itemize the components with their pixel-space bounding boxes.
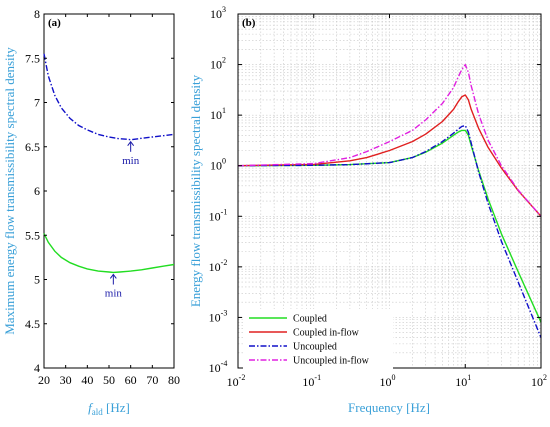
panel-b-xtick-base: 10 <box>302 375 314 389</box>
legend-background <box>243 309 393 369</box>
panel-b-ytick-base: 10 <box>210 159 222 173</box>
panel-b: 10-2 10-1 100 101 10210-410-310-210-11001011… <box>188 5 547 415</box>
panel-b-ytick-base: 10 <box>210 7 222 21</box>
panel-a-ytick-label: 4 <box>34 361 40 375</box>
panel-a-ytick-label: 4.5 <box>25 317 40 331</box>
panel-a-ytick-label: 5.5 <box>25 228 40 242</box>
legend-entry-coupled: Coupled <box>293 314 327 325</box>
panel-b-ticks: 10-2 10-1 100 101 10210-410-310-210-11001011… <box>209 5 547 389</box>
panel-b-xtick-exp: 1 <box>467 373 471 382</box>
panel-a-ticks: 20 30 40 50 60 70 80 4 4.5 5 5.5 6 6.5 7 7.5 8 <box>25 7 180 387</box>
panel-b-ytick-exp: 3 <box>222 5 226 14</box>
panel-b-xtick-exp: 0 <box>392 373 396 382</box>
panel-b-ytick-label: 100 <box>210 157 226 173</box>
panel-a-series-coupled <box>43 233 175 274</box>
panel-b-xtick-exp: -1 <box>314 373 321 382</box>
panel-b-ytick-label: 10-4 <box>209 359 228 375</box>
panel-a-xtick-label: 50 <box>103 373 115 387</box>
panel-b-xtick-label: 100 <box>380 373 396 389</box>
panel-b-xtick-exp: 2 <box>543 373 547 382</box>
panel-b-ytick-base: 10 <box>209 209 221 223</box>
panel-b-ytick-base: 10 <box>209 361 221 375</box>
panel-a: min min 20 30 40 50 60 70 80 4 4.5 5 5.5 6 6.5 7 7.5 8 (… <box>2 7 180 417</box>
panel-a-ytick-label: 6.5 <box>25 140 40 154</box>
panel-b-xtick-base: 10 <box>380 375 392 389</box>
panel-a-ytick-label: 5 <box>34 273 40 287</box>
panel-b-ytick-label: 102 <box>210 56 226 72</box>
panel-a-ytick-label: 6 <box>34 184 40 198</box>
panel-b-ylabel: Energy flow transmissibility spectral de… <box>188 74 203 307</box>
panel-a-xtick-label: 20 <box>38 373 50 387</box>
panel-b-xtick-base: 10 <box>531 375 543 389</box>
panel-a-xtick-label: 60 <box>125 373 137 387</box>
panel-b-xtick-base: 10 <box>227 375 239 389</box>
panel-a-xlabel-unit: [Hz] <box>103 400 130 415</box>
panel-a-xtick-label: 80 <box>168 373 180 387</box>
panel-a-annotations: min min <box>105 140 140 300</box>
panel-b-tag: (b) <box>242 17 256 29</box>
panel-b-xtick-base: 10 <box>455 375 467 389</box>
panel-a-ylabel: Maximum energy flow transmissibility spe… <box>2 47 17 335</box>
panel-a-xlabel: fald [Hz] <box>88 400 130 417</box>
panel-b-ytick-base: 10 <box>209 260 221 274</box>
panel-b-series-uncoupled <box>237 124 542 338</box>
panel-b-ytick-label: 10-2 <box>209 258 228 274</box>
panel-a-tag: (a) <box>48 17 61 29</box>
panel-a-xtick-label: 70 <box>146 373 158 387</box>
panel-b-ytick-base: 10 <box>210 108 222 122</box>
panel-b-ytick-exp: 0 <box>222 157 226 166</box>
min-arrow-head <box>109 273 117 279</box>
panel-b-ytick-base: 10 <box>210 58 222 72</box>
legend-entry-uncoupled: Uncoupled <box>293 342 337 353</box>
panel-a-ytick-label: 7.5 <box>25 51 40 65</box>
min-arrow-head <box>127 140 135 146</box>
panel-b-curves <box>237 63 542 338</box>
panel-a-ytick-label: 7 <box>34 96 40 110</box>
panel-b-xtick-label: 102 <box>531 373 547 389</box>
panel-b-ytick-label: 10-3 <box>209 308 228 324</box>
panel-a-xtick-label: 40 <box>81 373 93 387</box>
panel-b-ytick-exp: -4 <box>221 359 228 368</box>
panel-b-ytick-exp: 2 <box>222 56 226 65</box>
panel-b-xtick-exp: -2 <box>239 373 246 382</box>
panel-b-xtick-label: 10-2 <box>227 373 246 389</box>
panel-a-xtick-label: 30 <box>60 373 72 387</box>
min-annotation-label: min <box>105 288 123 300</box>
panel-b-legend: Coupled Coupled in-flow Uncoupled Uncoupled… <box>243 309 393 369</box>
panel-a-xlabel-sub: ald <box>92 407 103 417</box>
panel-b-ytick-label: 10-1 <box>209 207 228 223</box>
panel-b-xlabel: Frequency [Hz] <box>348 400 430 415</box>
panel-a-curves <box>43 53 175 274</box>
panel-b-ytick-exp: 1 <box>222 106 226 115</box>
panel-b-xtick-label: 10-1 <box>302 373 321 389</box>
panel-b-ytick-exp: -3 <box>221 308 228 317</box>
min-annotation-label: min <box>122 155 140 167</box>
panel-b-series-coupled <box>237 129 542 323</box>
panel-a-xlabel-var: f <box>88 400 94 415</box>
legend-entry-coupled_inflow: Coupled in-flow <box>293 328 360 339</box>
panel-a-frame <box>43 13 175 369</box>
panel-a-series-uncoupled <box>43 53 175 141</box>
panel-b-series-uncoupled_inflow <box>237 63 542 217</box>
panel-a-ytick-label: 8 <box>34 7 40 21</box>
panel-b-ytick-base: 10 <box>209 310 221 324</box>
panel-b-ytick-label: 101 <box>210 106 226 122</box>
panel-b-ytick-exp: -1 <box>221 207 228 216</box>
panel-b-ytick-label: 103 <box>210 5 226 21</box>
legend-entry-uncoupled_inflow: Uncoupled in-flow <box>293 356 370 367</box>
panel-b-xtick-label: 101 <box>455 373 471 389</box>
panel-b-series-coupled_inflow <box>237 94 542 217</box>
panel-b-ytick-exp: -2 <box>221 258 228 267</box>
